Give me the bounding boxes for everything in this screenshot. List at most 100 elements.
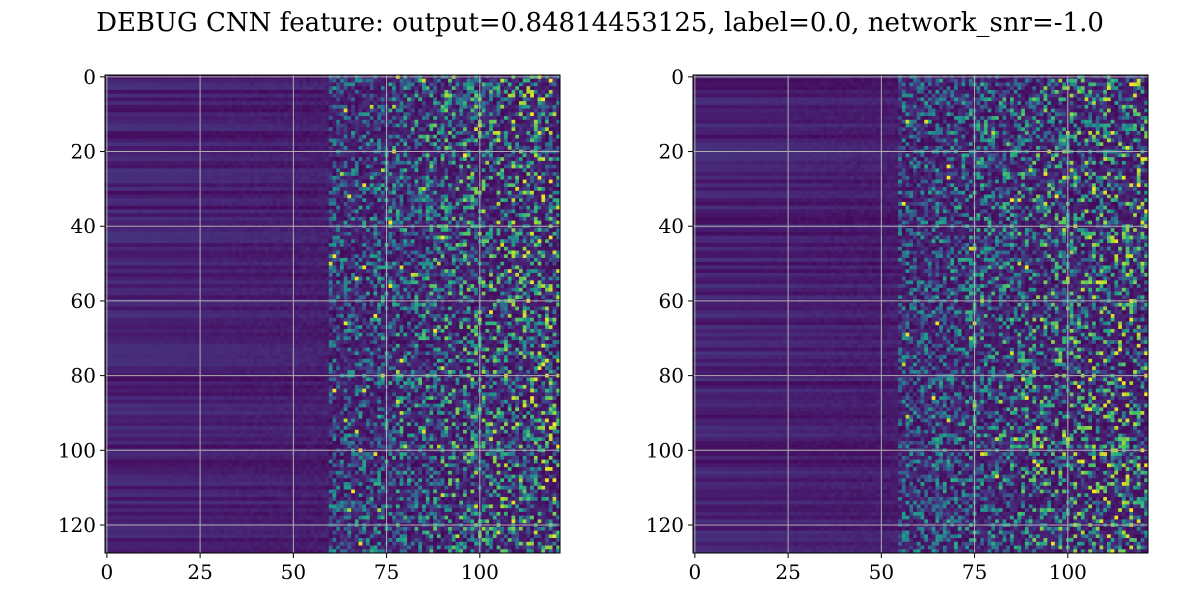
heatmap-cell — [336, 172, 341, 177]
heatmap-cell — [489, 108, 494, 113]
heatmap-cell — [440, 82, 445, 87]
heatmap-cell — [321, 239, 326, 244]
heatmap-cell — [537, 82, 542, 87]
heatmap-cell — [459, 138, 464, 143]
heatmap-cell — [168, 101, 173, 106]
heatmap-cell — [418, 194, 423, 199]
heatmap-cell — [433, 201, 438, 207]
heatmap-cell — [209, 153, 214, 158]
heatmap-cell — [261, 160, 266, 166]
heatmap-cell — [265, 116, 270, 121]
heatmap-cell — [366, 116, 371, 121]
heatmap-cell — [545, 205, 550, 210]
heatmap-cell — [138, 145, 143, 151]
heatmap-cell — [246, 209, 251, 214]
heatmap-cell — [190, 231, 195, 236]
heatmap-cell — [463, 123, 468, 128]
heatmap-cell — [496, 183, 501, 188]
heatmap-cell — [351, 216, 356, 222]
heatmap-cell — [474, 168, 479, 173]
heatmap-cell — [164, 209, 169, 214]
heatmap-cell — [552, 209, 557, 214]
heatmap-cell — [328, 104, 333, 110]
heatmap-cell — [358, 97, 363, 102]
heatmap-cell — [392, 175, 397, 180]
heatmap-cell — [190, 78, 195, 83]
heatmap-cell — [220, 97, 225, 102]
heatmap-cell — [157, 187, 166, 192]
heatmap-cell — [317, 145, 322, 151]
heatmap-cell — [276, 82, 281, 87]
heatmap-cell — [392, 172, 397, 177]
heatmap-cell — [105, 89, 117, 95]
heatmap-cell — [325, 198, 330, 203]
heatmap-cell — [157, 123, 166, 128]
heatmap-cell — [388, 164, 393, 169]
heatmap-cell — [526, 93, 531, 98]
heatmap-cell — [530, 127, 535, 132]
heatmap-cell — [246, 116, 251, 121]
heatmap-cell — [164, 101, 169, 106]
heatmap-cell — [287, 183, 292, 188]
heatmap-cell — [127, 119, 132, 124]
heatmap-cell — [362, 119, 367, 124]
heatmap-cell — [522, 119, 527, 124]
heatmap-cell — [463, 93, 468, 98]
heatmap-cell — [239, 179, 244, 184]
heatmap-cell — [194, 86, 199, 91]
heatmap-cell — [131, 205, 136, 210]
heatmap-cell — [280, 205, 285, 210]
heatmap-cell — [366, 205, 371, 210]
heatmap-cell — [168, 153, 177, 158]
heatmap-cell — [351, 209, 356, 214]
heatmap-cell — [459, 205, 464, 210]
heatmap-cell — [537, 89, 542, 95]
heatmap-cell — [358, 131, 363, 136]
heatmap-cell — [336, 134, 341, 139]
heatmap-cell — [339, 205, 345, 210]
heatmap-cell — [407, 205, 412, 210]
heatmap-cell — [257, 134, 263, 139]
heatmap-cell — [392, 101, 397, 106]
heatmap-cell — [489, 216, 494, 222]
heatmap-cell — [142, 164, 151, 169]
heatmap-cell — [481, 164, 486, 169]
heatmap-cell — [157, 164, 162, 169]
heatmap-cell — [537, 164, 542, 169]
heatmap-cell — [526, 164, 531, 169]
heatmap-cell — [504, 112, 509, 117]
heatmap-cell — [380, 220, 386, 225]
heatmap-cell — [507, 190, 512, 195]
heatmap-cell — [459, 157, 464, 162]
heatmap-cell — [395, 112, 401, 117]
heatmap-cell — [403, 190, 408, 195]
heatmap-cell — [407, 213, 412, 218]
heatmap-cell — [116, 138, 121, 143]
heatmap-cell — [354, 231, 360, 236]
heatmap-cell — [489, 101, 494, 106]
heatmap-cell — [310, 231, 315, 236]
heatmap-cell — [179, 145, 184, 151]
heatmap-cell — [541, 183, 546, 188]
heatmap-cell — [459, 209, 464, 214]
heatmap-cell — [295, 89, 300, 95]
heatmap-cell — [276, 239, 281, 244]
heatmap-cell — [548, 157, 553, 162]
heatmap-cell — [160, 220, 166, 225]
heatmap-cell — [552, 160, 557, 166]
heatmap-cell — [276, 235, 281, 240]
heatmap-cell — [157, 157, 166, 162]
heatmap-cell — [213, 131, 218, 136]
heatmap-cell — [328, 190, 333, 195]
heatmap-cell — [399, 127, 408, 132]
heatmap-cell — [239, 93, 244, 98]
heatmap-cell — [351, 104, 356, 110]
heatmap-cell — [470, 97, 475, 102]
heatmap-cell — [425, 93, 430, 98]
heatmap-cell — [332, 119, 337, 124]
heatmap-cell — [556, 101, 561, 106]
heatmap-cell — [142, 172, 147, 177]
heatmap-cell — [172, 205, 177, 210]
heatmap-cell — [362, 194, 367, 199]
heatmap-cell — [134, 123, 143, 128]
